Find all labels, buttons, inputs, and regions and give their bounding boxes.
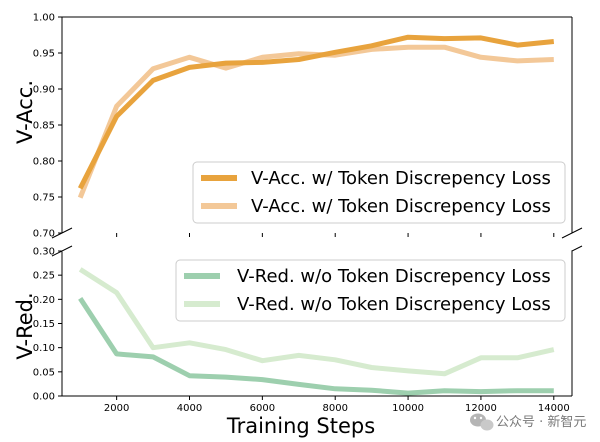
- bottom-legend-label-0: V-Red. w/o Token Discrepency Loss: [237, 266, 551, 287]
- x-tick-label-5: 12000: [465, 403, 497, 414]
- bottom-y-tick-label-0: 0.00: [33, 392, 55, 403]
- x-tick-label-2: 6000: [250, 403, 275, 414]
- bottom-x-ticks: 2000 4000 6000 8000 10000 12000 14000: [104, 396, 570, 414]
- x-axis-label: Training Steps: [226, 414, 375, 438]
- x-tick-label-1: 4000: [177, 403, 202, 414]
- bottom-y-tick-label-1: 0.05: [33, 367, 55, 378]
- bottom-legend-label-1: V-Red. w/o Token Discrepency Loss: [237, 294, 551, 315]
- top-legend: V-Acc. w/ Token Discrepency Loss V-Acc. …: [192, 161, 566, 224]
- top-series-lines: [77, 34, 555, 199]
- top-y-ticks: 0.70 0.75 0.80 0.85 0.90 0.95 1.00: [33, 13, 62, 240]
- top-legend-box: [192, 161, 566, 224]
- bottom-panel: 0.00 0.05 0.10 0.15 0.20 0.25 0.30 2000 4000 600…: [13, 247, 573, 438]
- top-legend-label-1: V-Acc. w/ Token Discrepency Loss: [251, 196, 551, 217]
- top-y-axis-label: V-Acc.: [13, 80, 37, 144]
- wechat-icon: [470, 413, 494, 431]
- bottom-y-tick-label-4: 0.20: [33, 295, 55, 306]
- bottom-y-ticks: 0.00 0.05 0.10 0.15 0.20 0.25 0.30: [33, 247, 62, 403]
- x-tick-label-3: 8000: [322, 403, 347, 414]
- x-tick-label-6: 14000: [538, 403, 570, 414]
- bottom-series-line-0: [78, 297, 554, 396]
- top-y-tick-label-2: 0.80: [33, 157, 55, 168]
- x-tick-label-0: 2000: [104, 403, 129, 414]
- bottom-legend: V-Red. w/o Token Discrepency Loss V-Red.…: [175, 259, 566, 322]
- watermark-text: 公众号 · 新智元: [496, 414, 586, 430]
- top-y-tick-label-4: 0.90: [33, 85, 55, 96]
- top-panel: 0.70 0.75 0.80 0.85 0.90 0.95 1.00 V-Acc. V-Ac…: [13, 13, 573, 240]
- top-series-line-0: [77, 34, 555, 190]
- bottom-series-lines: [78, 267, 555, 396]
- top-y-tick-label-6: 1.00: [33, 13, 55, 24]
- x-tick-label-4: 10000: [392, 403, 424, 414]
- bottom-y-tick-label-2: 0.10: [33, 343, 55, 354]
- top-y-tick-label-3: 0.85: [33, 121, 55, 132]
- top-y-tick-label-5: 0.95: [33, 49, 55, 60]
- bottom-legend-box: [175, 259, 566, 322]
- top-legend-label-0: V-Acc. w/ Token Discrepency Loss: [251, 168, 551, 189]
- watermark: 公众号 · 新智元: [470, 413, 586, 431]
- bottom-y-tick-label-5: 0.25: [33, 271, 55, 282]
- bottom-y-axis-label: V-Red.: [13, 292, 37, 359]
- bottom-y-tick-label-6: 0.30: [33, 247, 55, 258]
- top-y-tick-label-0: 0.70: [33, 229, 55, 240]
- top-y-tick-label-1: 0.75: [33, 193, 55, 204]
- top-x-ticks: [116, 233, 555, 237]
- bottom-series-line-1: [78, 267, 555, 377]
- bottom-y-tick-label-3: 0.15: [33, 319, 55, 330]
